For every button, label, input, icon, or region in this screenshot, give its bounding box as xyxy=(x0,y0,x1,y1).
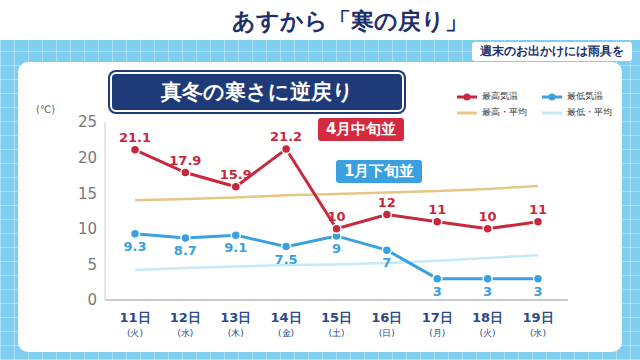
svg-text:10: 10 xyxy=(78,220,97,238)
html-text:あすから「寒の戻り」: あすから「寒の戻り」 xyxy=(232,8,468,34)
svg-text:17日: 17日 xyxy=(422,310,453,325)
svg-text:(木): (木) xyxy=(228,328,244,338)
svg-text:11日: 11日 xyxy=(119,310,150,325)
svg-text:(土): (土) xyxy=(328,328,344,338)
svg-text:3: 3 xyxy=(533,284,542,299)
svg-text:15日: 15日 xyxy=(321,310,352,325)
svg-text:0: 0 xyxy=(87,291,97,309)
svg-text:(水): (水) xyxy=(530,328,546,338)
svg-text:(月): (月) xyxy=(429,328,445,338)
svg-text:17.9: 17.9 xyxy=(169,153,201,168)
svg-text:10: 10 xyxy=(327,209,345,224)
html-text:4月中旬並: 4月中旬並 xyxy=(326,120,397,138)
svg-text:3: 3 xyxy=(483,284,492,299)
svg-text:(金): (金) xyxy=(278,328,294,338)
svg-text:21.1: 21.1 xyxy=(119,130,151,145)
svg-text:15: 15 xyxy=(78,185,97,203)
svg-text:(火): (火) xyxy=(480,328,496,338)
svg-text:12日: 12日 xyxy=(170,310,201,325)
svg-text:8.7: 8.7 xyxy=(174,243,197,258)
html-text:1月下旬並: 1月下旬並 xyxy=(344,162,415,180)
svg-text:13日: 13日 xyxy=(220,310,251,325)
svg-text:10: 10 xyxy=(479,209,497,224)
svg-text:11: 11 xyxy=(428,202,446,217)
svg-text:9: 9 xyxy=(332,241,341,256)
svg-text:7: 7 xyxy=(382,255,391,270)
svg-text:19日: 19日 xyxy=(522,310,553,325)
html-text:最高気温: 最高気温 xyxy=(482,91,518,101)
html-text:最低・平均: 最低・平均 xyxy=(567,107,612,117)
svg-text:11: 11 xyxy=(529,202,547,217)
svg-text:25: 25 xyxy=(78,113,97,131)
html-text:週末のお出かけには雨具を: 週末のお出かけには雨具を xyxy=(480,44,624,58)
svg-text:15.9: 15.9 xyxy=(220,167,252,182)
svg-text:16日: 16日 xyxy=(371,310,402,325)
svg-text:(日): (日) xyxy=(379,328,395,338)
svg-text:18日: 18日 xyxy=(472,310,503,325)
svg-text:21.2: 21.2 xyxy=(270,129,302,144)
svg-text:9.1: 9.1 xyxy=(224,240,247,255)
svg-text:5: 5 xyxy=(87,256,97,274)
svg-text:20: 20 xyxy=(78,149,97,167)
svg-text:12: 12 xyxy=(378,195,396,210)
svg-text:7.5: 7.5 xyxy=(275,252,298,267)
html-text:真冬の寒さに逆戻り: 真冬の寒さに逆戻り xyxy=(160,80,354,104)
html-text:最高・平均: 最高・平均 xyxy=(482,107,527,117)
svg-text:9.3: 9.3 xyxy=(123,239,146,254)
svg-text:(火): (火) xyxy=(127,328,143,338)
svg-text:(水): (水) xyxy=(177,328,193,338)
svg-text:14日: 14日 xyxy=(271,310,302,325)
html-text:最低気温: 最低気温 xyxy=(567,91,603,101)
svg-text:3: 3 xyxy=(433,284,442,299)
